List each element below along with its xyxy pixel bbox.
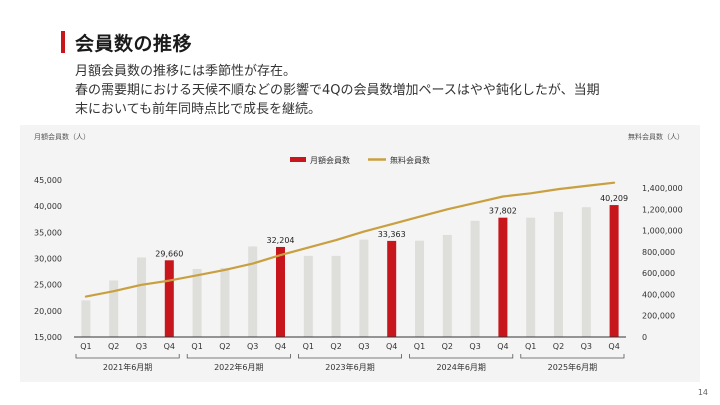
x-tick-label: Q2 <box>442 342 453 351</box>
y-tick-label: 35,000 <box>34 228 62 237</box>
description-line-1: 月額会員数の推移には季節性が存在。 <box>75 64 297 79</box>
group-label: 2023年6月期 <box>325 362 374 372</box>
x-tick-label: Q3 <box>469 342 480 351</box>
free-members-line <box>84 181 616 298</box>
data-label: 40,209 <box>600 194 628 203</box>
group-label: 2024年6月期 <box>436 362 485 372</box>
bar <box>442 234 452 337</box>
bar <box>220 267 230 337</box>
bar <box>109 280 119 337</box>
x-tick-label: Q4 <box>386 342 397 351</box>
group-bracket <box>298 354 402 359</box>
group-bracket <box>520 354 625 359</box>
x-tick-label: Q4 <box>608 342 619 351</box>
x-tick-label: Q3 <box>136 342 147 351</box>
bar <box>248 246 258 337</box>
membership-chart: 月額会員数（人） 無料会員数（人） 月額会員数 無料会員数 15,000 20,000 25… <box>34 132 684 372</box>
x-tick-label: Q1 <box>80 342 91 351</box>
y2-tick-label: 1,400,000 <box>642 184 683 193</box>
x-tick-label: Q1 <box>525 342 536 351</box>
page-description: 月額会員数の推移には季節性が存在。 春の需要期における天候不順などの影響で4Qの… <box>75 62 600 119</box>
bar <box>359 239 369 337</box>
x-tick-label: Q1 <box>414 342 425 351</box>
x-tick-label: Q3 <box>247 342 258 351</box>
right-axis-title: 無料会員数（人） <box>628 132 684 141</box>
x-tick-label: Q2 <box>108 342 119 351</box>
y2-tick-label: 600,000 <box>642 269 675 278</box>
page-title: 会員数の推移 <box>75 33 193 55</box>
x-tick-label: Q2 <box>219 342 230 351</box>
legend-label-bar: 月額会員数 <box>310 155 350 165</box>
bar <box>303 255 313 337</box>
bar <box>164 260 174 337</box>
description-line-2: 春の需要期における天候不順などの影響で4Qの会員数増加ペースはやや鈍化したが、当… <box>75 83 600 98</box>
x-tick-label: Q1 <box>191 342 202 351</box>
bar <box>137 257 146 337</box>
y2-tick-label: 800,000 <box>642 248 675 257</box>
y-tick-label: 25,000 <box>34 281 62 290</box>
chart-panel: 月額会員数（人） 無料会員数（人） 月額会員数 無料会員数 15,000 20,000 25… <box>20 125 700 382</box>
bar <box>331 255 341 337</box>
x-tick-label: Q3 <box>581 342 592 351</box>
bar <box>470 220 480 337</box>
y-tick-label: 30,000 <box>34 255 62 264</box>
y2-tick-label: 200,000 <box>642 312 675 321</box>
title-accent-bar <box>61 31 65 53</box>
bar <box>526 217 536 337</box>
bar <box>415 240 424 337</box>
y2-tick-label: 1,200,000 <box>642 205 683 214</box>
legend-label-line: 無料会員数 <box>390 155 430 165</box>
group-label: 2021年6月期 <box>103 362 152 372</box>
x-tick-label: Q2 <box>553 342 564 351</box>
x-tick-label: Q1 <box>303 342 314 351</box>
y-tick-label: 20,000 <box>34 307 62 316</box>
x-tick-label: Q4 <box>275 342 286 351</box>
data-label: 33,363 <box>378 230 406 239</box>
group-bracket <box>75 354 180 359</box>
group-label: 2025年6月期 <box>548 362 597 372</box>
data-label: 32,204 <box>267 236 295 245</box>
bar <box>387 240 397 337</box>
y2-tick-label: 400,000 <box>642 290 675 299</box>
data-label: 37,802 <box>489 207 517 216</box>
bar <box>581 207 591 337</box>
bar <box>81 300 91 337</box>
y-tick-label: 15,000 <box>34 333 62 342</box>
legend-swatch-bar <box>290 157 306 162</box>
bar <box>609 205 619 337</box>
left-axis-title: 月額会員数（人） <box>34 132 90 141</box>
y2-tick-label: 1,000,000 <box>642 227 683 236</box>
group-bracket <box>186 354 291 359</box>
bar <box>276 246 285 337</box>
page-number: 14 <box>697 388 708 397</box>
y2-tick-label: 0 <box>642 333 647 342</box>
x-tick-label: Q4 <box>497 342 508 351</box>
description-line-3: 末においても前年同時点比で成長を継続。 <box>75 102 321 117</box>
x-tick-label: Q2 <box>330 342 341 351</box>
group-bracket <box>409 354 514 359</box>
y-tick-label: 40,000 <box>34 202 62 211</box>
y-tick-label: 45,000 <box>34 176 62 185</box>
data-label: 29,660 <box>155 249 183 258</box>
x-tick-label: Q4 <box>164 342 175 351</box>
bar <box>554 211 563 337</box>
x-tick-label: Q3 <box>358 342 369 351</box>
bar <box>498 217 508 337</box>
group-label: 2022年6月期 <box>214 362 263 372</box>
bar <box>192 268 202 337</box>
